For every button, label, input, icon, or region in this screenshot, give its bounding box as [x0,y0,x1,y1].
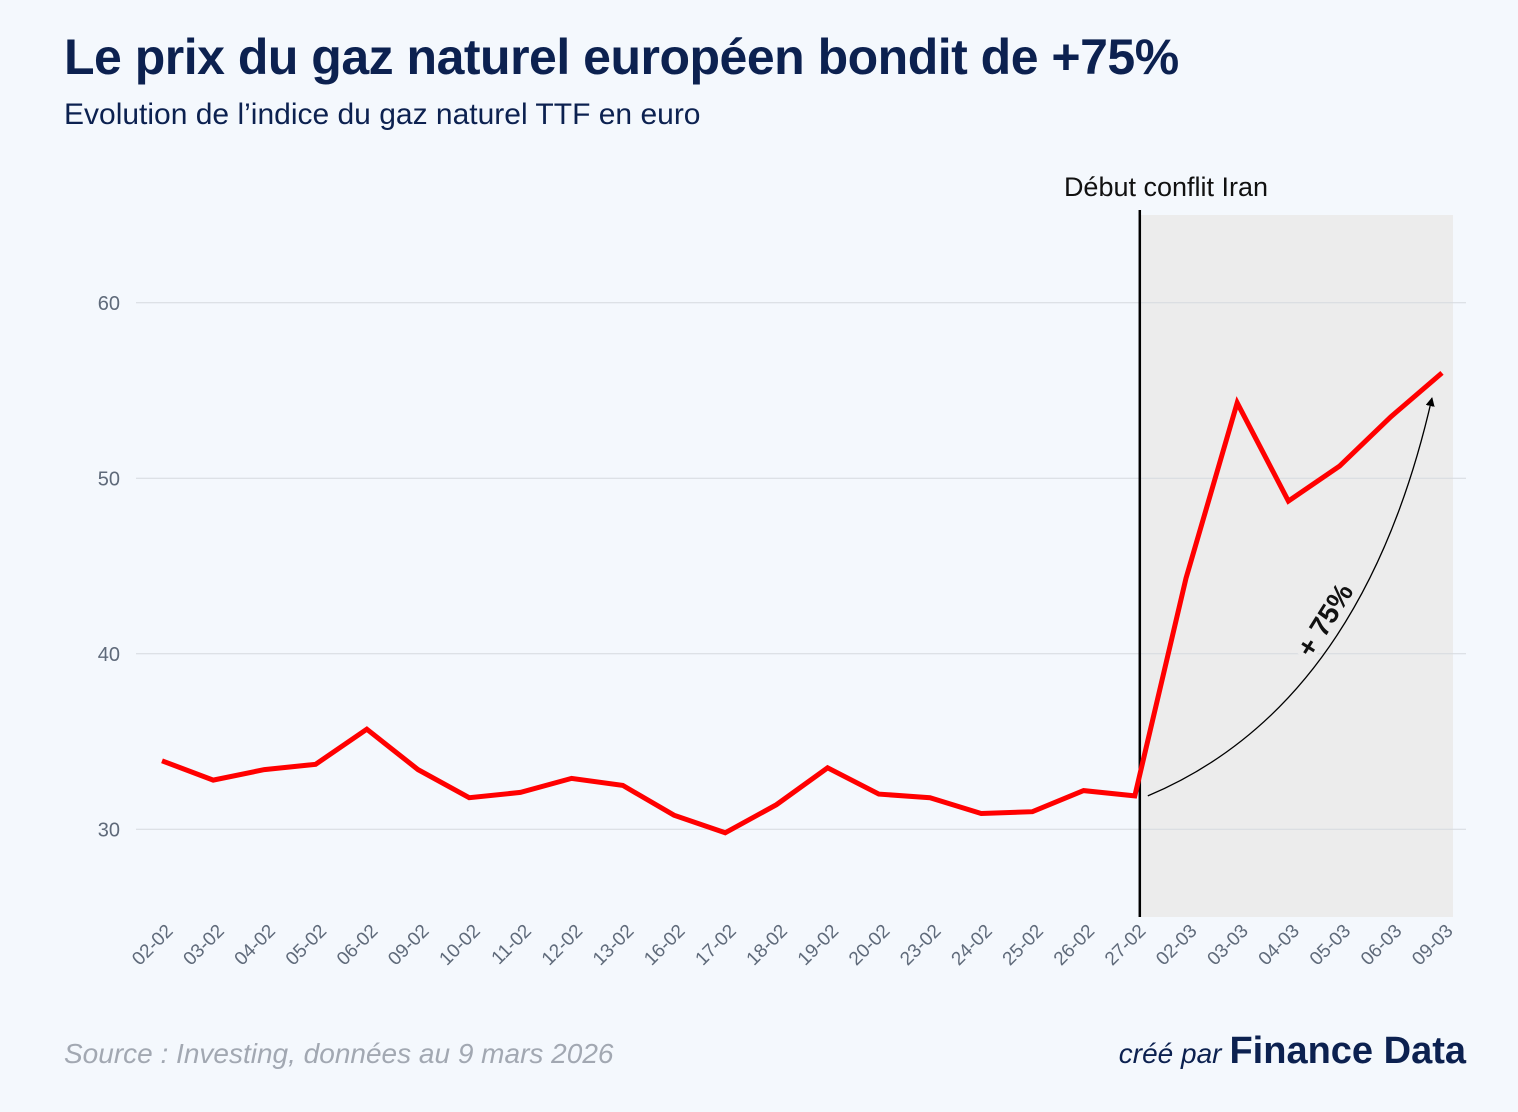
data-point-09-02 [415,767,421,773]
x-tick-label: 04-03 [1255,921,1304,970]
data-point-02-03 [1183,575,1189,581]
x-tick-label: 27-02 [1101,921,1150,970]
data-point-11-02 [517,789,523,795]
series-line-ttf [161,371,1444,836]
x-tick-label: 05-03 [1306,921,1355,970]
change-arrow [1147,397,1435,797]
brand-logo-text: Finance Data [1229,1030,1466,1072]
x-tick-label: 06-03 [1357,921,1406,970]
x-tick-label: 02-03 [1152,921,1201,970]
x-tick-label: 20-02 [845,921,894,970]
x-tick-label: 24-02 [948,921,997,970]
data-point-03-02 [210,777,216,783]
y-tick-label: 50 [98,468,120,490]
x-tick-label: 09-03 [1408,921,1457,970]
credit: créé par Finance Data [1119,1030,1466,1073]
x-tick-label: 11-02 [488,921,536,969]
x-tick-label: 25-02 [999,921,1048,970]
x-tick-label: 10-02 [436,921,485,970]
x-tick-label: 03-03 [1204,921,1253,970]
data-point-20-02 [876,791,882,797]
x-tick-label: 26-02 [1050,921,1099,970]
conflict-period-shade [1139,215,1453,917]
data-point-05-03 [1337,463,1343,469]
data-point-02-02 [159,758,165,764]
x-tick-label: 17-02 [692,921,741,970]
x-tick-label: 18-02 [743,921,792,970]
data-point-10-02 [466,795,472,801]
data-point-03-03 [1234,400,1240,406]
data-point-05-02 [313,761,319,767]
chart-subtitle: Evolution de l’indice du gaz naturel TTF… [64,98,701,131]
data-point-13-02 [620,782,626,788]
chart-title: Le prix du gaz naturel européen bondit d… [64,29,1179,85]
credit-prefix: créé par [1118,1038,1222,1069]
y-tick-label: 30 [98,819,120,841]
data-point-26-02 [1081,788,1087,794]
x-tick-label: 16-02 [640,921,689,970]
y-axis-ticks: 30 40 50 60 [98,293,120,842]
data-point-06-02 [364,726,370,732]
data-point-09-03 [1439,370,1445,376]
data-point-12-02 [569,775,575,781]
x-tick-label: 09-02 [384,921,433,970]
data-point-16-02 [671,812,677,818]
data-point-25-02 [1029,809,1035,815]
data-point-18-02 [773,802,779,808]
x-tick-label: 05-02 [282,921,331,970]
data-point-19-02 [825,765,831,771]
grid-lines [136,302,1466,830]
y-tick-label: 60 [98,293,120,315]
x-axis-ticks: 02-02 03-02 04-02 05-02 06-02 09-02 10-02 11-02… [128,921,1457,970]
x-tick-label: 19-02 [794,921,843,970]
data-point-24-02 [978,810,984,816]
x-tick-label: 04-02 [231,921,280,970]
source-note: Source : Investing, données au 9 mars 20… [64,1038,614,1069]
data-point-17-02 [722,830,728,836]
x-tick-label: 13-02 [589,921,638,970]
data-point-04-03 [1285,498,1291,504]
data-point-04-02 [261,767,267,773]
x-tick-label: 03-02 [180,921,229,970]
data-point-06-03 [1388,414,1394,420]
data-point-27-02 [1132,793,1138,799]
x-tick-label: 06-02 [333,921,382,970]
x-tick-label: 23-02 [896,921,945,970]
conflict-start-label: Début conflit Iran [1064,172,1268,202]
y-tick-label: 40 [98,644,120,666]
data-point-23-02 [927,795,933,801]
x-tick-label: 02-02 [128,921,177,970]
x-tick-label: 12-02 [538,921,587,970]
